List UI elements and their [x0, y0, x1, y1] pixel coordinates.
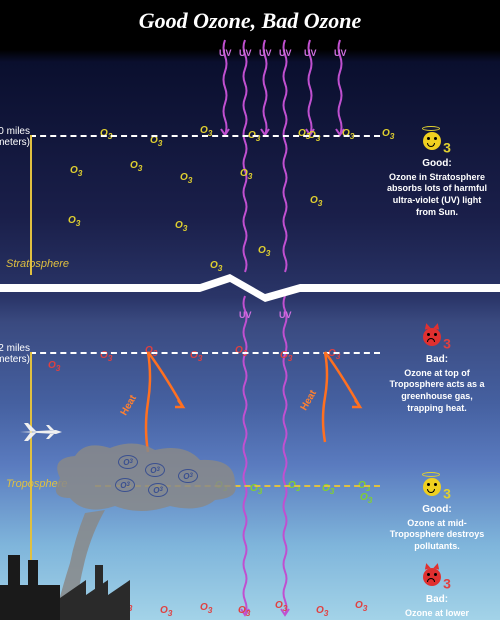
o3-pollutant-circle: O3 [178, 469, 198, 483]
o3-pollutant-circle: O3 [148, 483, 168, 497]
o3-pollutant-circle: O3 [145, 463, 165, 477]
o3-pollutant-circle: O3 [115, 478, 135, 492]
o3-pollutant-circle: O3 [118, 455, 138, 469]
factory-icon [0, 550, 140, 620]
